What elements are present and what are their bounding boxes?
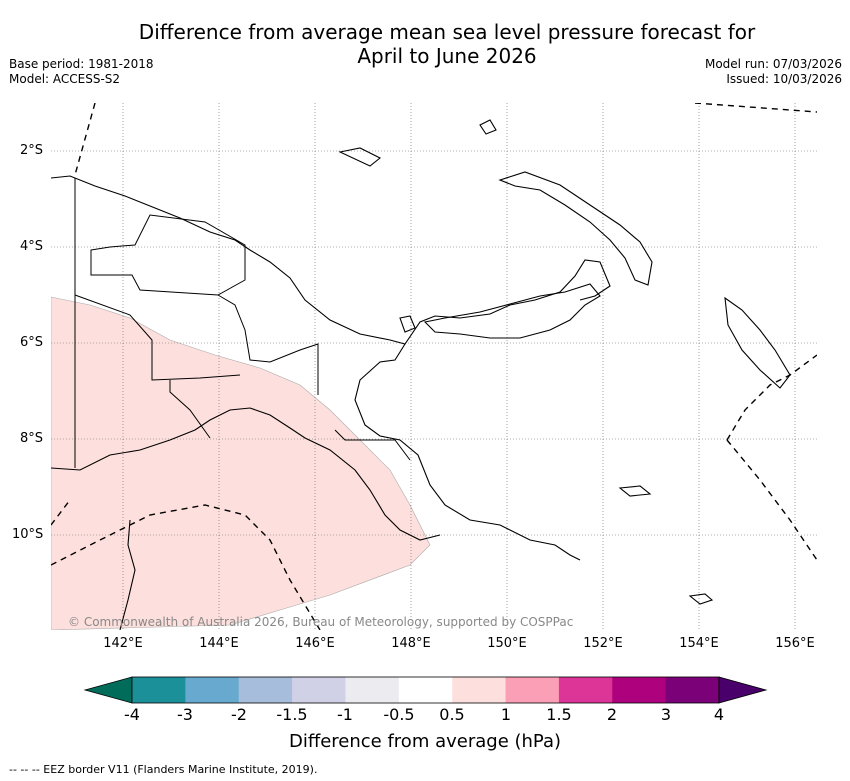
lat-label: 8°S: [20, 431, 44, 446]
colorbar-cell: [292, 677, 346, 703]
lon-label: 150°E: [487, 636, 527, 651]
eez-legend-footer: -- -- -- EEZ border V11 (Flanders Marine…: [9, 763, 318, 776]
colorbar-tick-label: -3: [177, 705, 193, 724]
eez-border-southeast: [726, 439, 817, 561]
lon-label: 152°E: [583, 636, 623, 651]
colorbar-cell: [398, 677, 453, 703]
provincial-border: [217, 294, 319, 395]
bougainville-island: [724, 296, 791, 389]
colorbar-tick-label: 1.5: [546, 705, 572, 724]
colorbar: [83, 676, 768, 704]
map-title-line2: April to June 2026: [357, 44, 537, 68]
new-britain-island: [423, 283, 601, 339]
colorbar-cell: [132, 677, 186, 703]
new-guinea-north-coast: [51, 175, 611, 345]
huon-coast: [354, 343, 581, 561]
lon-label: 148°E: [391, 636, 431, 651]
small-island: [688, 593, 714, 605]
copyright-notice: © Commonwealth of Australia 2026, Bureau…: [68, 615, 573, 629]
colorbar-tick-label: 3: [660, 705, 672, 724]
lat-label: 4°S: [20, 239, 44, 254]
map-area: © Commonwealth of Australia 2026, Bureau…: [51, 103, 817, 630]
meta-right: Model run: 07/03/2026 Issued: 10/03/2026: [705, 57, 842, 87]
provincial-border: [334, 429, 411, 461]
colorbar-cells: [132, 677, 720, 703]
provincial-border: [90, 214, 246, 296]
provincial-border: [74, 294, 241, 381]
colorbar-tick-label: -0.5: [383, 705, 415, 724]
colorbar-cell: [558, 677, 613, 703]
colorbar-title: Difference from average (hPa): [288, 731, 562, 752]
colorbar-tick-label: 1: [500, 705, 512, 724]
eez-borders: [51, 103, 817, 630]
colorbar-tick-label: -4: [124, 705, 140, 724]
borders: [74, 178, 411, 468]
issued-date: Issued: 10/03/2026: [726, 72, 842, 86]
lat-label: 2°S: [20, 143, 44, 158]
colorbar-cell: [612, 677, 667, 703]
eez-border-north: [694, 103, 817, 113]
eez-border-torres: [51, 499, 71, 526]
eez-border-southwest: [51, 504, 321, 630]
small-island: [618, 485, 652, 497]
colorbar-tick-label: 2: [606, 705, 618, 724]
base-period: Base period: 1981-2018: [9, 57, 154, 71]
colorbar-cell: [238, 677, 293, 703]
map-title-line1: Difference from average mean sea level p…: [138, 20, 756, 44]
small-island: [338, 147, 382, 167]
lat-label: 10°S: [12, 527, 44, 542]
colorbar-high-arrow: [718, 676, 768, 704]
lon-label: 142°E: [103, 636, 143, 651]
model-name: Model: ACCESS-S2: [9, 72, 121, 86]
gridlines: [51, 103, 817, 630]
lat-label: 6°S: [20, 335, 44, 350]
lon-label: 146°E: [295, 636, 335, 651]
lon-label: 144°E: [199, 636, 239, 651]
colorbar-tick-label: 4: [713, 705, 725, 724]
colorbar-cell: [665, 677, 720, 703]
colorbar-cell: [452, 677, 507, 703]
eez-border-east: [726, 354, 817, 441]
colorbar-cell: [345, 677, 400, 703]
provincial-border: [169, 380, 211, 439]
cape-york-coast: [119, 519, 136, 630]
small-island: [399, 315, 416, 333]
model-run: Model run: 07/03/2026: [704, 57, 842, 71]
eez-border-west: [74, 103, 96, 176]
lon-label: 156°E: [775, 636, 815, 651]
new-guinea-south-coast: [51, 407, 441, 541]
colorbar-cell: [185, 677, 240, 703]
new-ireland-island: [498, 171, 653, 286]
colorbar-tick-label: 0.5: [439, 705, 465, 724]
colorbar-cell: [505, 677, 560, 703]
lon-label: 154°E: [679, 636, 719, 651]
positive-anomaly-region: [51, 296, 431, 630]
colorbar-tick-label: -1.5: [276, 705, 308, 724]
colorbar-tick-label: -2: [231, 705, 247, 724]
colorbar-tick-label: -1: [337, 705, 353, 724]
colorbar-low-arrow: [83, 676, 133, 704]
coastlines: [51, 119, 791, 630]
manus-island: [479, 119, 497, 135]
meta-left: Base period: 1981-2018 Model: ACCESS-S2: [9, 57, 154, 87]
